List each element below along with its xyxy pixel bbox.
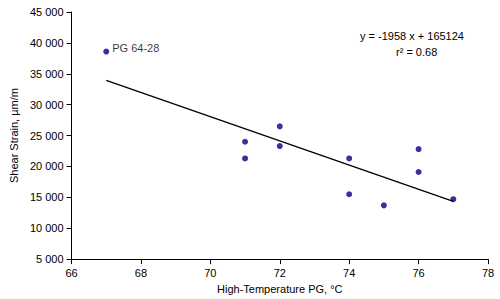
svg-text:68: 68 bbox=[135, 267, 147, 279]
svg-text:78: 78 bbox=[482, 267, 494, 279]
svg-text:76: 76 bbox=[412, 267, 424, 279]
svg-text:25 000: 25 000 bbox=[30, 130, 64, 142]
svg-text:PG 64-28: PG 64-28 bbox=[112, 42, 159, 54]
svg-text:y = -1958 x + 165124: y = -1958 x + 165124 bbox=[360, 30, 464, 42]
svg-text:74: 74 bbox=[343, 267, 355, 279]
svg-text:r² = 0.68: r² = 0.68 bbox=[396, 46, 437, 58]
svg-text:10 000: 10 000 bbox=[30, 222, 64, 234]
svg-text:5 000: 5 000 bbox=[36, 253, 64, 265]
svg-text:Shear Strain, µm/m: Shear Strain, µm/m bbox=[8, 88, 20, 183]
svg-text:30 000: 30 000 bbox=[30, 99, 64, 111]
svg-text:40 000: 40 000 bbox=[30, 37, 64, 49]
svg-text:66: 66 bbox=[65, 267, 77, 279]
svg-text:High-Temperature PG, °C: High-Temperature PG, °C bbox=[217, 283, 342, 295]
svg-text:15 000: 15 000 bbox=[30, 191, 64, 203]
svg-text:72: 72 bbox=[274, 267, 286, 279]
svg-text:70: 70 bbox=[204, 267, 216, 279]
svg-text:45 000: 45 000 bbox=[30, 6, 64, 18]
svg-text:35 000: 35 000 bbox=[30, 68, 64, 80]
svg-text:20 000: 20 000 bbox=[30, 160, 64, 172]
